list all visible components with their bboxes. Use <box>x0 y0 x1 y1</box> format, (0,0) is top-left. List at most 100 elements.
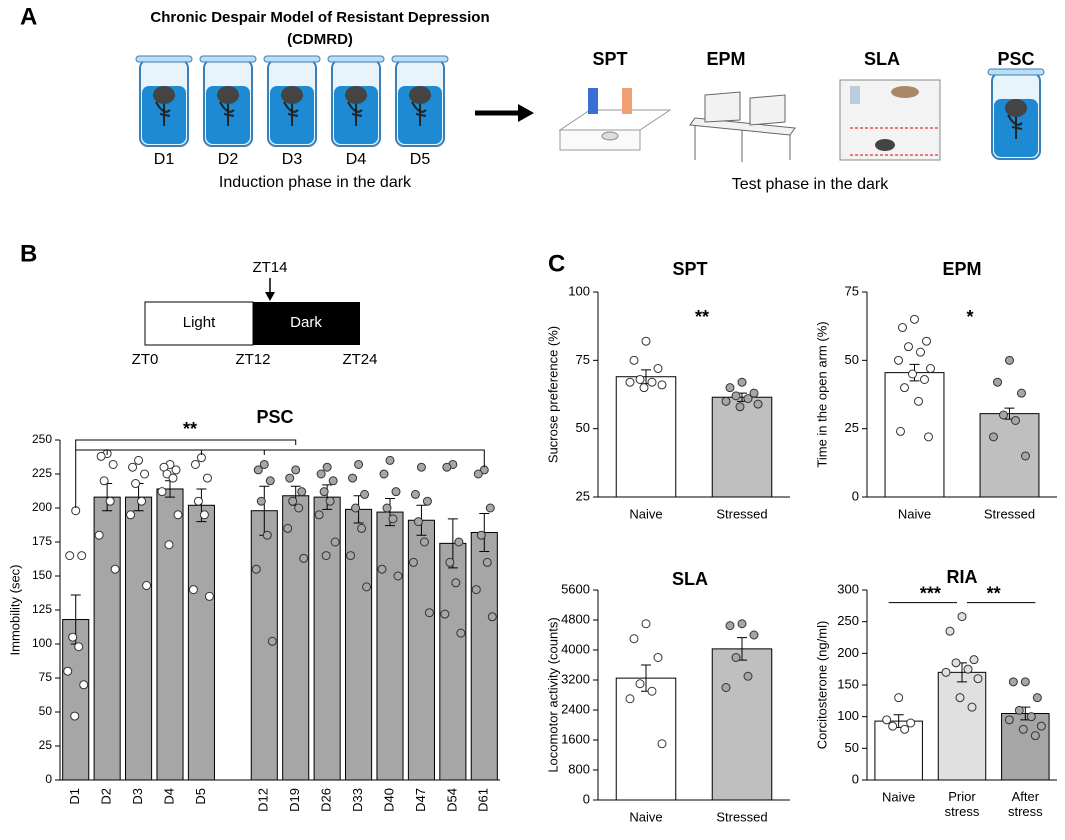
y-tick-label: 50 <box>576 420 590 435</box>
bar <box>187 504 215 781</box>
chart-title: SPT <box>672 259 707 279</box>
data-point <box>894 355 903 365</box>
data-point <box>900 383 909 393</box>
psc-drawing <box>987 68 1045 160</box>
data-point <box>77 551 87 561</box>
bar <box>345 508 373 781</box>
timeline-tick: ZT12 <box>235 351 270 368</box>
data-point <box>393 571 403 581</box>
data-point <box>625 377 635 387</box>
significance-label: *** <box>920 583 941 603</box>
y-tick-label: 25 <box>576 488 590 503</box>
data-point <box>142 581 152 591</box>
significance-bracket <box>75 439 485 508</box>
phase-label: Test phase in the dark <box>732 176 890 193</box>
x-tick-label: D1 <box>67 788 82 805</box>
y-tick-label: 150 <box>32 568 52 582</box>
bar <box>615 376 677 498</box>
data-point <box>967 702 977 712</box>
data-point <box>134 455 144 465</box>
data-point <box>321 551 331 561</box>
x-tick-label: D47 <box>413 788 428 812</box>
data-point <box>74 642 84 652</box>
data-point <box>898 323 907 333</box>
bar <box>615 677 677 801</box>
data-point <box>735 402 745 412</box>
data-point <box>969 655 979 665</box>
y-tick-label: 50 <box>39 704 53 718</box>
x-tick-label: D2 <box>99 788 114 805</box>
data-point <box>445 557 455 567</box>
y-axis-label: Locomotor activity (counts) <box>545 617 560 772</box>
sla-drawing <box>839 79 941 161</box>
data-point <box>346 551 356 561</box>
data-point <box>440 609 450 619</box>
x-tick-label: D12 <box>256 788 271 812</box>
beakers <box>135 55 449 147</box>
chart-title: PSC <box>256 407 293 427</box>
data-point <box>657 380 667 390</box>
test-label: SPT <box>592 49 627 69</box>
data-point <box>993 377 1002 387</box>
y-tick-label: 0 <box>45 772 52 786</box>
data-point <box>202 473 212 483</box>
data-point <box>625 694 635 704</box>
data-point <box>1018 724 1028 734</box>
data-point <box>410 489 420 499</box>
data-point <box>193 496 203 506</box>
y-axis-label: Immobility (sec) <box>7 564 22 655</box>
data-point <box>128 462 138 472</box>
day-label: D5 <box>410 151 431 168</box>
data-point <box>288 496 298 506</box>
data-point <box>316 469 326 479</box>
data-point <box>424 608 434 618</box>
x-tick-label: Naive <box>629 506 662 521</box>
y-tick-label: 175 <box>32 534 52 548</box>
data-point <box>157 487 167 497</box>
data-point <box>1020 677 1030 687</box>
x-tick-label: Naive <box>882 789 915 804</box>
data-point <box>451 578 461 588</box>
data-point <box>360 489 370 499</box>
significance-label: ** <box>987 583 1001 603</box>
data-point <box>377 564 387 574</box>
x-tick-label: D61 <box>476 788 491 812</box>
arrow <box>475 104 534 122</box>
x-tick-label: Naive <box>898 506 931 521</box>
data-point <box>743 671 753 681</box>
data-point <box>319 487 329 497</box>
bar <box>711 648 773 801</box>
data-point <box>188 585 198 595</box>
data-point <box>413 517 423 527</box>
y-tick-label: 5600 <box>561 581 590 596</box>
data-point <box>314 510 324 520</box>
data-point <box>1036 721 1046 731</box>
data-point <box>908 369 917 379</box>
data-point <box>285 473 295 483</box>
data-point <box>999 410 1008 420</box>
y-tick-label: 800 <box>568 761 590 776</box>
data-point <box>1026 712 1036 722</box>
data-point <box>487 612 497 622</box>
data-point <box>721 683 731 692</box>
data-point <box>725 621 735 631</box>
x-tick-label: D5 <box>193 788 208 805</box>
data-point <box>629 634 639 644</box>
data-point <box>291 465 301 475</box>
data-point <box>635 374 645 384</box>
data-point <box>173 510 183 520</box>
data-point <box>297 487 307 497</box>
data-point <box>743 394 753 404</box>
y-tick-label: 2400 <box>561 701 590 716</box>
day-label: D2 <box>218 151 239 168</box>
data-point <box>951 658 961 668</box>
data-point <box>473 469 483 479</box>
data-point <box>283 523 293 533</box>
data-point <box>391 487 401 497</box>
y-tick-label: 0 <box>852 488 859 503</box>
data-point <box>99 476 109 486</box>
data-point <box>957 612 967 622</box>
y-axis-label: Sucrose preference (%) <box>545 326 560 463</box>
x-tick-label: Stressed <box>716 506 767 521</box>
